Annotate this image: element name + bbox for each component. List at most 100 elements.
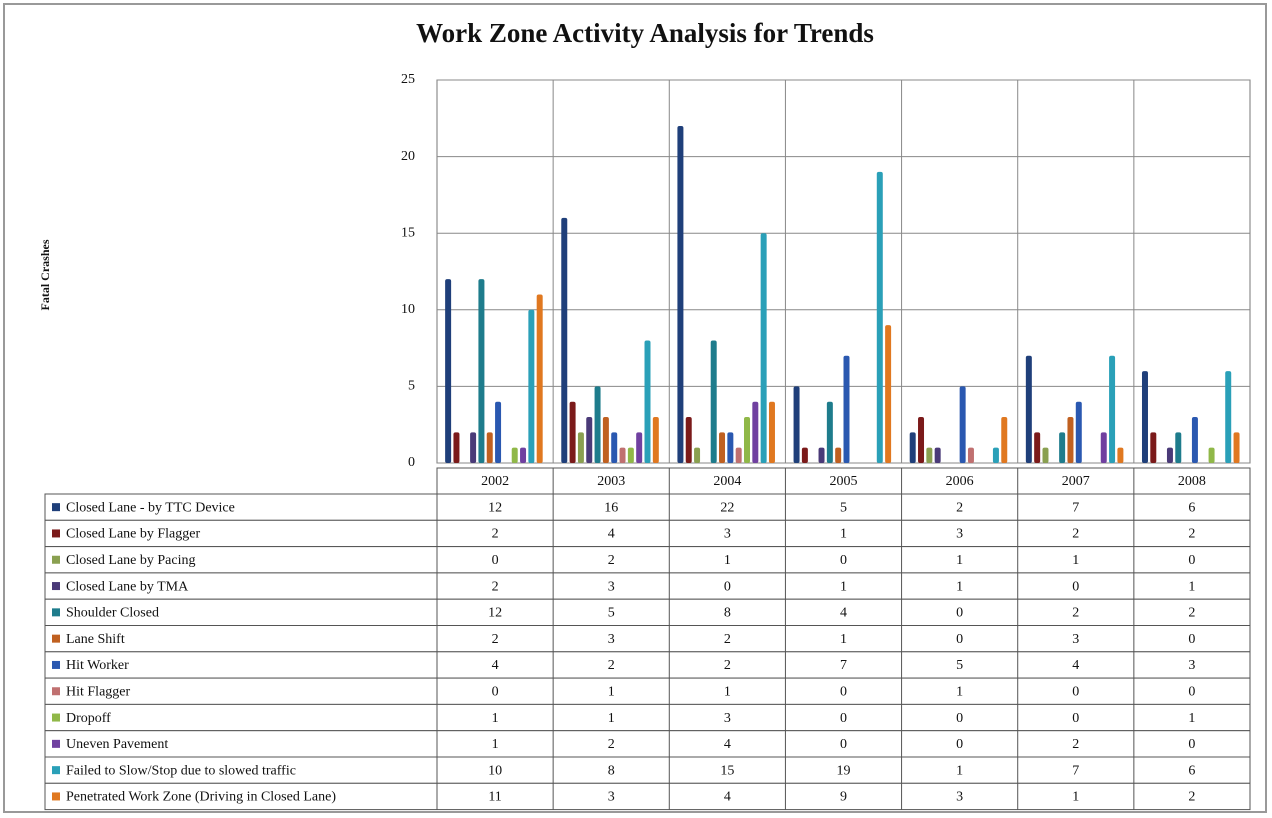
bar: [1109, 355, 1116, 463]
bar: [685, 417, 692, 463]
bar: [636, 432, 643, 463]
legend-label: Failed to Slow/Stop due to slowed traffi…: [66, 763, 296, 778]
x-tick-label: 2005: [830, 474, 858, 489]
table-value: 1: [724, 684, 731, 699]
legend-swatch: [52, 739, 60, 748]
table-value: 1: [956, 684, 963, 699]
table-value: 2: [492, 632, 499, 647]
bar: [744, 417, 750, 463]
y-tick-label: 5: [408, 379, 415, 394]
table-value: 2: [492, 579, 499, 594]
table-value: 8: [724, 606, 731, 621]
table-value: 2: [608, 737, 615, 752]
bar: [1001, 417, 1008, 463]
x-tick-label: 2004: [713, 474, 741, 489]
bar: [876, 171, 883, 464]
table-value: 0: [1188, 553, 1195, 568]
bar: [677, 125, 684, 464]
table-row: [44, 519, 1251, 548]
bar: [967, 447, 974, 463]
bar: [520, 447, 527, 463]
legend-label: Lane Shift: [66, 632, 125, 647]
table-value: 5: [608, 606, 615, 621]
table-value: 3: [956, 527, 963, 542]
table-value: 1: [1188, 711, 1195, 726]
table-row: [44, 546, 1251, 574]
bar: [843, 355, 850, 463]
legend-swatch: [52, 766, 60, 775]
table-value: 1: [608, 684, 615, 699]
table-value: 3: [608, 790, 615, 805]
bar: [727, 432, 734, 463]
table-value: 6: [1188, 500, 1195, 515]
table-value: 0: [840, 711, 847, 726]
legend-swatch: [52, 503, 60, 512]
table-value: 5: [956, 658, 963, 673]
chart-title: Work Zone Activity Analysis for Trends: [416, 18, 874, 48]
table-value: 1: [956, 763, 963, 778]
table-value: 0: [492, 553, 499, 568]
bar: [611, 432, 618, 463]
table-value: 2: [1072, 737, 1079, 752]
table-value: 2: [492, 527, 499, 542]
table-value: 0: [840, 553, 847, 568]
bar: [793, 386, 800, 463]
table-value: 1: [724, 553, 731, 568]
bar: [1075, 401, 1082, 463]
legend-label: Shoulder Closed: [66, 606, 159, 621]
table-value: 2: [724, 658, 731, 673]
bar: [818, 447, 825, 463]
table-row: [44, 493, 1251, 521]
y-tick-label: 10: [401, 302, 415, 317]
table-value: 0: [724, 579, 731, 594]
table-value: 2: [608, 658, 615, 673]
bar: [1175, 432, 1182, 463]
bar: [1067, 417, 1074, 463]
table-value: 12: [488, 500, 502, 515]
table-value: 2: [608, 553, 615, 568]
bar: [528, 309, 535, 463]
bar: [486, 432, 493, 463]
bar: [577, 432, 584, 463]
x-tick-label: 2008: [1178, 474, 1206, 489]
bar: [594, 386, 601, 463]
table-value: 7: [840, 658, 847, 673]
table-value: 2: [724, 632, 731, 647]
table-value: 5: [840, 500, 847, 515]
legend-swatch: [52, 792, 60, 801]
legend-swatch: [52, 529, 60, 538]
x-tick-label: 2006: [946, 474, 974, 489]
bar: [1225, 371, 1232, 463]
table-value: 1: [492, 737, 499, 752]
table-value: 2: [1072, 606, 1079, 621]
table-value: 0: [1188, 737, 1195, 752]
table-value: 1: [1072, 790, 1079, 805]
table-value: 0: [1072, 684, 1079, 699]
table-value: 22: [720, 500, 734, 515]
bar: [752, 401, 759, 463]
bar: [1100, 432, 1107, 463]
bar: [959, 386, 966, 463]
bar: [511, 447, 518, 463]
bar: [719, 432, 726, 463]
table-value: 1: [492, 711, 499, 726]
bar: [1208, 447, 1215, 463]
legend-label: Hit Flagger: [66, 684, 130, 699]
table-value: 0: [1188, 632, 1195, 647]
table-value: 3: [724, 711, 731, 726]
legend-label: Closed Lane by Pacing: [66, 553, 195, 568]
table-value: 4: [608, 527, 615, 542]
bar: [478, 279, 485, 463]
y-tick-label: 20: [401, 149, 415, 164]
x-tick-label: 2007: [1062, 474, 1090, 489]
table-value: 1: [956, 579, 963, 594]
table-value: 4: [724, 737, 731, 752]
table-row: [44, 703, 1251, 732]
table-row: [44, 677, 1251, 705]
table-value: 7: [1072, 500, 1079, 515]
table-value: 6: [1188, 763, 1195, 778]
table-value: 2: [1188, 527, 1195, 542]
table-value: 2: [956, 500, 963, 515]
table-value: 1: [1072, 553, 1079, 568]
table-value: 0: [492, 684, 499, 699]
